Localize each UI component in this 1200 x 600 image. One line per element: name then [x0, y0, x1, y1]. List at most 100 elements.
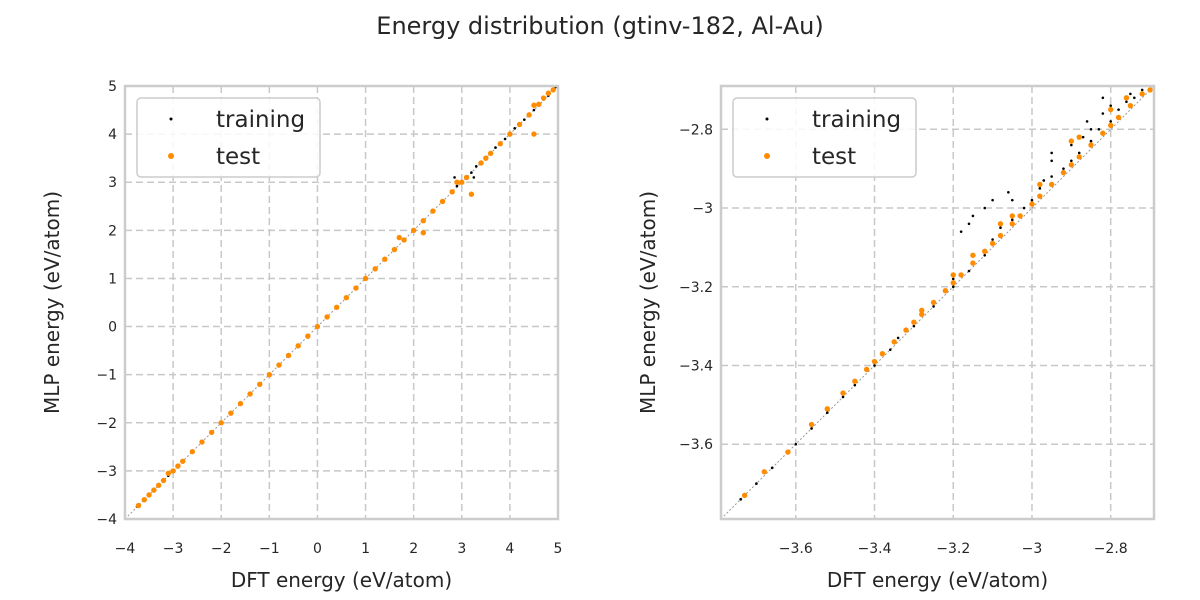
test-point: [449, 189, 455, 195]
test-point: [1017, 213, 1023, 219]
test-point: [903, 327, 909, 333]
x-tick-label: 3: [457, 541, 466, 557]
training-point: [951, 277, 955, 281]
test-point: [1068, 138, 1075, 144]
y-tick-label: −3.2: [679, 280, 713, 296]
training-point: [1050, 151, 1053, 155]
test-point: [526, 112, 532, 118]
training-point: [472, 176, 476, 179]
legend-label-test: test: [216, 144, 260, 170]
test-point: [1139, 91, 1145, 97]
test-point: [824, 406, 830, 412]
test-point: [989, 240, 996, 247]
legend: training test: [136, 97, 321, 178]
test-point: [1123, 95, 1130, 101]
test-point: [430, 208, 436, 214]
test-point: [531, 131, 537, 137]
test-point: [305, 333, 311, 339]
x-tick-label: −2.8: [1094, 541, 1128, 557]
test-point: [487, 150, 494, 157]
test-point: [247, 391, 253, 397]
training-point: [1050, 175, 1053, 178]
test-point: [1100, 130, 1106, 136]
training-point: [1062, 167, 1065, 170]
test-point: [1037, 181, 1043, 188]
training-point: [1140, 88, 1144, 92]
test-point: [840, 390, 846, 396]
test-point: [1048, 181, 1055, 188]
y-tick-label: 5: [108, 79, 117, 95]
training-point: [983, 206, 987, 210]
training-point: [494, 146, 497, 149]
training-point: [999, 226, 1002, 230]
test-point: [1147, 87, 1153, 93]
test-point: [982, 248, 988, 255]
test-point: [507, 131, 513, 137]
y-tick-label: −3: [692, 201, 713, 217]
training-point: [1050, 159, 1053, 163]
test-point: [146, 492, 152, 498]
test-point: [950, 280, 956, 286]
training-point: [1070, 159, 1073, 163]
test-point: [1127, 102, 1134, 109]
x-tick-label: −3.4: [858, 541, 892, 557]
test-point: [333, 304, 340, 311]
test-point: [863, 366, 870, 373]
training-point: [503, 137, 507, 141]
training-point: [1010, 218, 1014, 222]
training-point: [1109, 104, 1112, 107]
test-point: [276, 362, 282, 368]
y-tick-label: 0: [108, 320, 117, 336]
test-point: [410, 227, 417, 234]
test-point: [141, 497, 147, 503]
test-point: [871, 358, 878, 365]
training-point: [532, 108, 536, 112]
training-point: [755, 482, 758, 485]
training-point: [1077, 151, 1081, 155]
test-point: [1108, 106, 1114, 113]
test-point: [785, 449, 791, 455]
training-point: [841, 395, 845, 399]
legend-marker-training: [765, 117, 769, 121]
test-point: [478, 160, 484, 166]
test-point: [218, 420, 224, 426]
training-point: [470, 171, 473, 174]
test-point: [919, 307, 925, 314]
training-point: [1030, 198, 1034, 202]
test-point: [911, 319, 917, 325]
x-tick-label: −2: [211, 541, 232, 557]
test-point: [1068, 162, 1075, 168]
test-point: [170, 468, 176, 474]
y-tick-label: 1: [108, 271, 117, 287]
test-point: [970, 260, 976, 266]
y-axis-label: MLP energy (eV/atom): [636, 191, 660, 414]
test-point: [930, 299, 937, 306]
training-point: [1109, 120, 1112, 123]
test-point: [454, 179, 460, 185]
y-tick-label: 4: [108, 127, 117, 143]
x-tick-label: 5: [554, 541, 563, 557]
training-point: [1085, 120, 1089, 123]
test-point: [536, 101, 542, 107]
training-point: [959, 230, 963, 233]
training-point: [1042, 179, 1046, 182]
y-tick-label: −3.6: [679, 437, 713, 453]
test-point: [324, 314, 330, 320]
training-point: [1070, 143, 1073, 147]
training-point: [932, 305, 935, 308]
plot-frame: [719, 84, 1156, 521]
test-point: [165, 470, 171, 476]
training-point: [513, 127, 516, 130]
test-point: [343, 294, 350, 301]
x-tick-label: −3: [1022, 541, 1043, 557]
legend: training test: [732, 97, 917, 178]
training-point: [1022, 206, 1026, 210]
x-tick-label: 2: [409, 541, 418, 557]
test-point: [997, 232, 1004, 239]
y-tick-label: −3.4: [679, 358, 713, 374]
test-point: [879, 350, 886, 357]
test-point: [1088, 142, 1094, 148]
training-point: [896, 336, 900, 340]
test-point: [942, 287, 949, 294]
